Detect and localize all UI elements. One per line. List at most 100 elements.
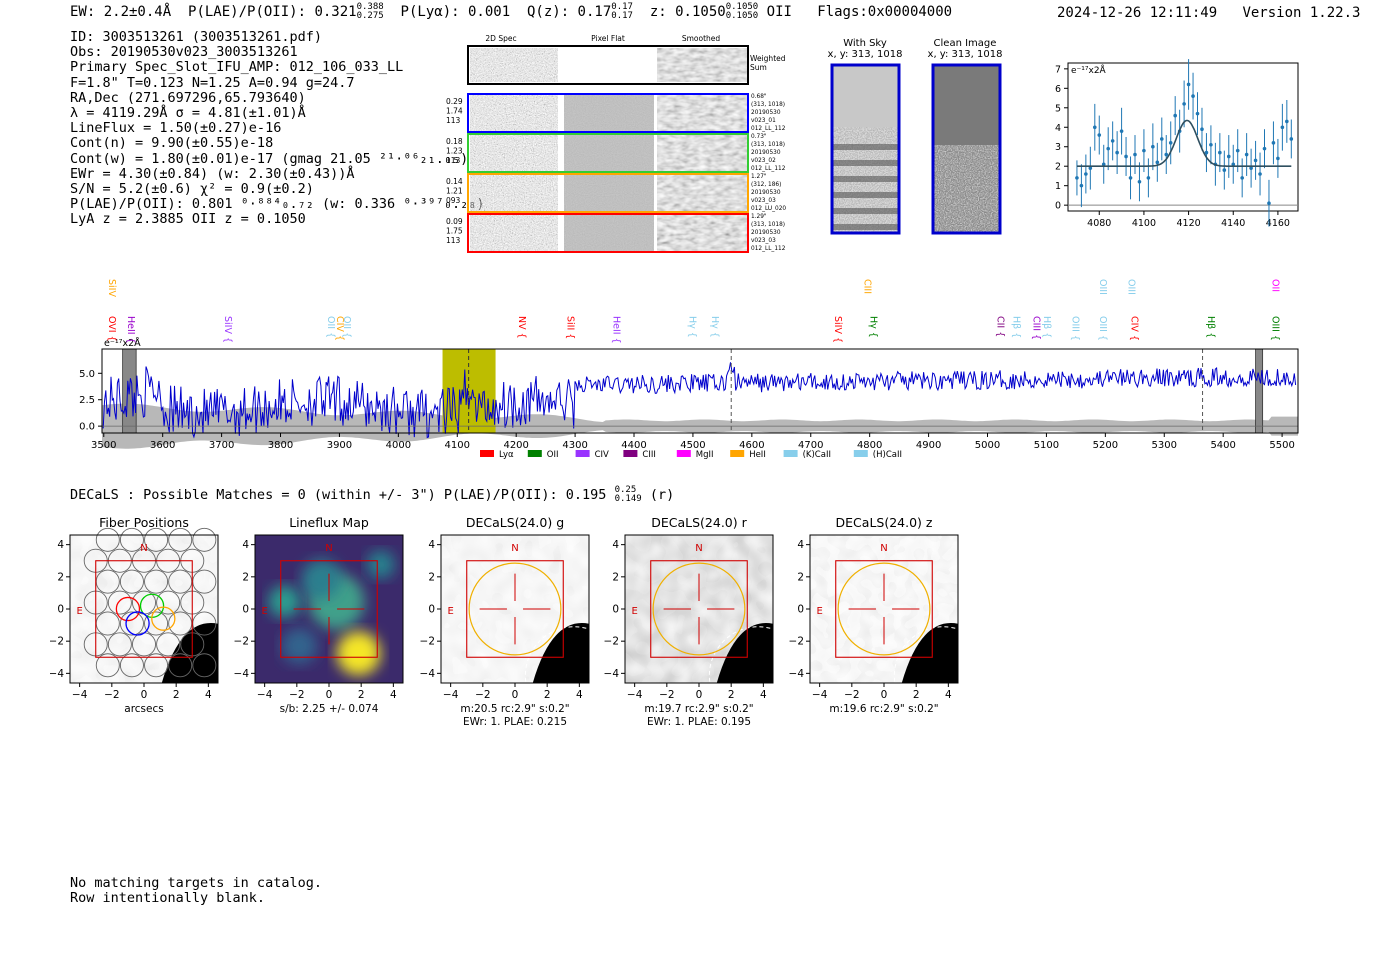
- panel-title: DECaLS(24.0) r: [651, 515, 747, 530]
- panel-caption: m:19.7 rc:2.9" s:0.2": [644, 703, 753, 715]
- panel-ytick-label: 4: [57, 539, 64, 551]
- fiber: [156, 632, 181, 657]
- row-left-label: 1.75: [446, 227, 463, 236]
- zoom-ytick-label: 3: [1055, 142, 1061, 153]
- footer-line-2: Row intentionally blank.: [70, 890, 266, 906]
- fiber: [192, 527, 217, 552]
- panel-caption: arcsecs: [124, 703, 163, 715]
- zoom-point: [1119, 129, 1124, 133]
- spectrum-flux-line: [102, 362, 1297, 439]
- spectrum-xtick-label: 4700: [798, 440, 823, 451]
- decals-panel-fibers: Fiber Positions N E −4 −4 −2 −2 0 0 2 2 4 4 arcsecs: [50, 515, 219, 715]
- clean-image-title: Clean Image: [933, 38, 997, 49]
- fiber: [119, 569, 144, 594]
- with-sky-title: With Sky: [843, 38, 887, 49]
- legend-label: HeII: [749, 450, 766, 460]
- plae-value: P(LAE)/P(OII): 0.321: [188, 4, 357, 20]
- row-right-label: 1.29": [751, 214, 767, 220]
- qz-hi: 0.17: [611, 2, 633, 12]
- spectrum-xtick-label: 5400: [1210, 440, 1235, 451]
- col-title-pixelflat: Pixel Flat: [591, 34, 625, 43]
- panel-xtick-label: 0: [141, 689, 148, 701]
- decals-lo: 0.149: [614, 494, 642, 504]
- spectrum-line-label: OII {: [341, 316, 352, 338]
- zoom-point: [1262, 146, 1267, 151]
- spectrum-xtick-label: 3700: [209, 440, 234, 451]
- row-left-label: 1.74: [446, 107, 463, 116]
- row-right-label: 012_LL_112: [751, 126, 786, 132]
- spectrum-xtick-label: 3900: [327, 440, 352, 451]
- panel-xtick-label: 4: [205, 689, 212, 701]
- zoom-point: [1253, 158, 1258, 163]
- row-left-label: 0.09: [446, 217, 463, 226]
- weighted-label-1: Weighted: [750, 54, 786, 63]
- panel-xtick-label: −4: [812, 689, 828, 701]
- row-frame: [467, 133, 749, 173]
- decals-panel-g: DECaLS(24.0) g N E −4 −4 −2 −2 0 0 2 2 4 4 m:20.5 rc:…: [420, 515, 624, 725]
- row-2dspec: [470, 95, 558, 131]
- compass-north: N: [325, 543, 332, 554]
- row-left-label: 0.29: [446, 97, 463, 106]
- spectrum-ytick-label: 5.0: [79, 369, 95, 380]
- row-left-label: 1.21: [446, 187, 463, 196]
- row-right-label: 20190530: [751, 150, 781, 156]
- legend-swatch: [730, 450, 745, 457]
- zoom-ytick-label: 5: [1055, 103, 1061, 114]
- zoom-point: [1124, 154, 1128, 159]
- spectrum-line-label: OIII: [1097, 279, 1108, 295]
- zoom-point: [1168, 141, 1173, 145]
- decals-band: (r): [649, 487, 675, 503]
- compass-north: N: [511, 543, 518, 554]
- zoom-point: [1142, 148, 1146, 153]
- zoom-point: [1092, 125, 1097, 130]
- z-lo: 0.1050: [725, 11, 759, 21]
- with-sky-header: With Sky x, y: 313, 1018: [815, 38, 915, 60]
- decals-panel-z: DECaLS(24.0) z N E −4 −4 −2 −2 0 0 2 2 4 4 m:19.6 rc:…: [789, 515, 980, 725]
- qz-lo: 0.17: [611, 11, 633, 21]
- panel-title: DECaLS(24.0) g: [466, 515, 564, 530]
- decals-summary-text: DECaLS : Possible Matches = 0 (within +/…: [70, 487, 607, 503]
- compass-east: E: [631, 606, 637, 617]
- spectrum-xtick-label: 5100: [1034, 440, 1059, 451]
- spectrum-line-label: CIII {: [1030, 316, 1041, 340]
- zoom-point: [1258, 172, 1262, 176]
- row-left-label: 113: [446, 156, 461, 165]
- panel-xtick-label: 0: [326, 689, 333, 701]
- legend-label: CIII: [642, 450, 655, 460]
- row-right-label: (312, 186): [751, 182, 781, 188]
- row-gap-2: [654, 175, 657, 211]
- sky-stripe: [832, 224, 899, 230]
- panel-ytick-label: 0: [57, 604, 64, 616]
- row-right-label: 0.68": [751, 94, 767, 100]
- bright-star: [532, 623, 589, 683]
- fiber: [156, 590, 181, 615]
- zoom-ytick-label: 6: [1055, 84, 1061, 95]
- zoom-xtick-label: 4140: [1221, 218, 1245, 229]
- panel-caption-2: EWr: 1. PLAE: 0.215: [463, 716, 567, 725]
- row-left-label: 0.18: [446, 137, 463, 146]
- fiber: [168, 527, 193, 552]
- zoom-ytick-label: 2: [1055, 162, 1061, 173]
- panel-ytick-label: 4: [428, 539, 435, 551]
- compass-east: E: [816, 606, 822, 617]
- panel-title: Lineflux Map: [289, 515, 369, 530]
- panel-ytick-label: −2: [420, 636, 435, 648]
- clean-image-coords: x, y: 313, 1018: [927, 49, 1003, 60]
- zoom-point: [1249, 166, 1253, 170]
- fiber-highlight: [151, 606, 176, 631]
- compass-north: N: [695, 543, 702, 554]
- footer-line-1: No matching targets in catalog.: [70, 875, 322, 891]
- weighted-sum-2dspec: [470, 48, 558, 82]
- spectrum-plot-frame: [101, 348, 1299, 434]
- lineflux-blob: [336, 631, 381, 676]
- spectrum-line-label: OIII {: [1097, 316, 1108, 341]
- panel-caption-2: EWr: 1. PLAE: 0.195: [647, 716, 751, 725]
- row-gap-2: [654, 135, 657, 171]
- fiber: [95, 653, 120, 678]
- panel-xtick-label: 4: [760, 689, 767, 701]
- fiber: [168, 653, 193, 678]
- panel-ytick-label: 2: [242, 571, 249, 583]
- row-smoothed: [657, 215, 747, 251]
- compass-east: E: [447, 606, 453, 617]
